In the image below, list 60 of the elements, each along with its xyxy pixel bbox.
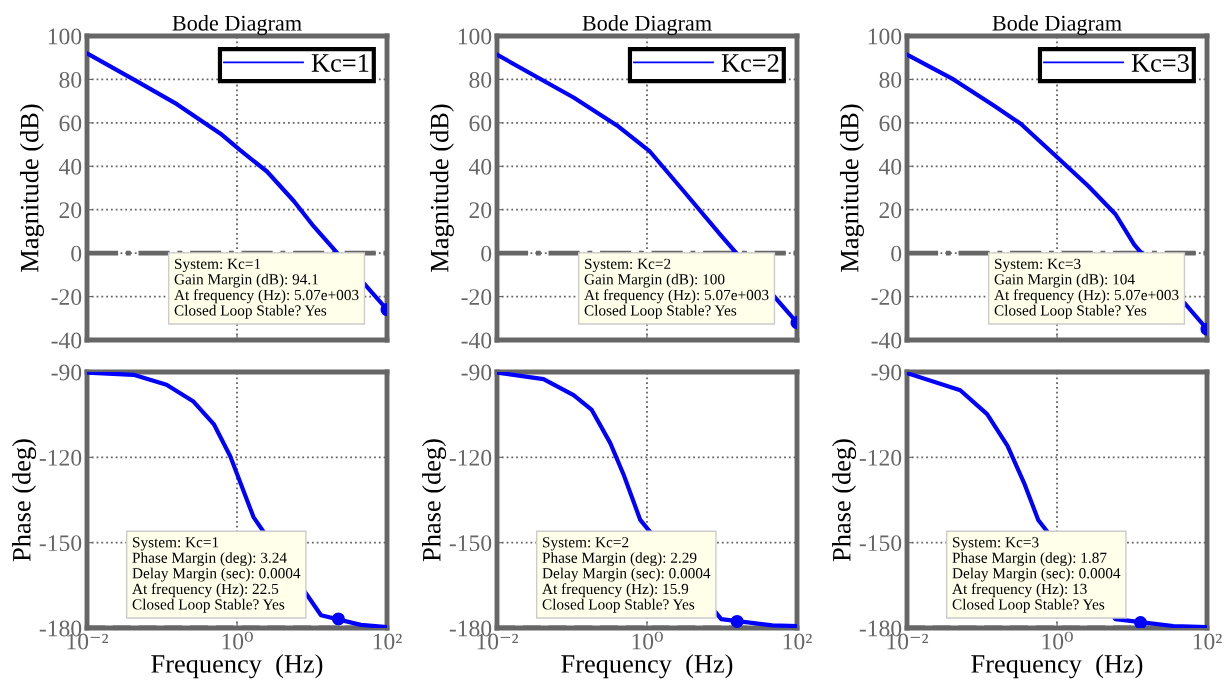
y-tick-label: 20 [879,202,902,219]
legend-label: Kc=3 [1131,54,1189,72]
annotation: System: Kc=3 Gain Margin (dB): 104 At frequency (Hz): 5.07e+003 Closed Loop Stable? Yes [994,258,1179,319]
y-tick-label: 20 [469,202,492,219]
y-tick-label: 100 [48,28,82,45]
y-tick-label: 80 [469,71,492,88]
y-tick-label: -120 [449,449,492,466]
legend-label: Kc=2 [721,54,779,72]
x-tick-label: 10⁰ [222,631,253,650]
x-axis-title: Frequency (Hz) [151,654,323,679]
x-tick-label: 10² [373,633,402,650]
y-tick-label: 0 [71,245,82,262]
y-tick-label: -90 [871,364,902,381]
annotation: System: Kc=1 Phase Margin (deg): 3.24 Delay Margin (sec): 0.0004 At frequency (Hz): 22.5 Closed Loop Stable? Yes [132,537,301,613]
y-tick-label: 60 [469,115,492,132]
chart-title: Bode Diagram [582,15,712,36]
y-tick-label: 40 [878,158,902,175]
y-tick-label: -40 [461,332,492,349]
x-axis-title: Frequency (Hz) [561,654,733,679]
y-axis-title: Phase (deg) [832,439,857,562]
y-tick-label: -150 [859,535,902,552]
y-tick-label: 0 [891,245,902,262]
y-tick-label: -120 [39,449,82,466]
y-tick-label: -20 [51,289,82,305]
x-tick-label: 10² [1193,633,1222,650]
chart-title: Bode Diagram [992,15,1122,36]
y-axis-title: Phase (deg) [12,439,37,562]
annotation: System: Kc=2 Gain Margin (dB): 100 At frequency (Hz): 5.07e+003 Closed Loop Stable? Yes [584,258,769,319]
y-tick-label: -20 [461,289,492,305]
y-tick-label: 80 [879,71,902,88]
y-tick-label: 40 [58,158,82,175]
annotation: System: Kc=1 Gain Margin (dB): 94.1 At frequency (Hz): 5.07e+003 Closed Loop Stable? Yes [174,258,359,319]
x-tick-label: 10² [783,633,812,650]
y-tick-label: -90 [51,364,82,381]
y-tick-label: 20 [59,202,82,219]
y-tick-label: 60 [879,115,902,132]
y-tick-label: -40 [871,332,902,349]
x-tick-label: 10⁰ [1042,631,1073,650]
y-axis-title: Magnitude (dB) [839,104,864,272]
y-tick-label: 60 [59,115,82,132]
y-tick-label: -150 [39,535,82,552]
x-tick-label: 10⁰ [632,631,663,650]
y-tick-label: 80 [59,71,82,88]
y-tick-label: -150 [449,535,492,552]
y-tick-label: -90 [461,364,492,381]
annotation: System: Kc=3 Phase Margin (deg): 1.87 Delay Margin (sec): 0.0004 At frequency (Hz): 13 Closed Loop Stable? Yes [952,537,1121,613]
legend-label: Kc=1 [311,54,369,72]
y-tick-label: 0 [481,245,492,262]
y-tick-label: 100 [458,28,492,45]
x-axis-title: Frequency (Hz) [971,654,1143,679]
y-axis-title: Magnitude (dB) [429,104,454,272]
annotation: System: Kc=2 Phase Margin (deg): 2.29 Delay Margin (sec): 0.0004 At frequency (Hz): 15.9 Closed Loop Stable? Yes [542,537,711,613]
y-tick-label: -20 [871,289,902,305]
chart-title: Bode Diagram [172,15,302,36]
y-tick-label: -120 [859,449,902,466]
y-tick-label: 40 [468,158,492,175]
y-tick-label: 100 [868,28,902,45]
y-tick-label: -40 [51,332,82,349]
y-axis-title: Magnitude (dB) [19,104,44,272]
y-axis-title: Phase (deg) [422,439,447,562]
